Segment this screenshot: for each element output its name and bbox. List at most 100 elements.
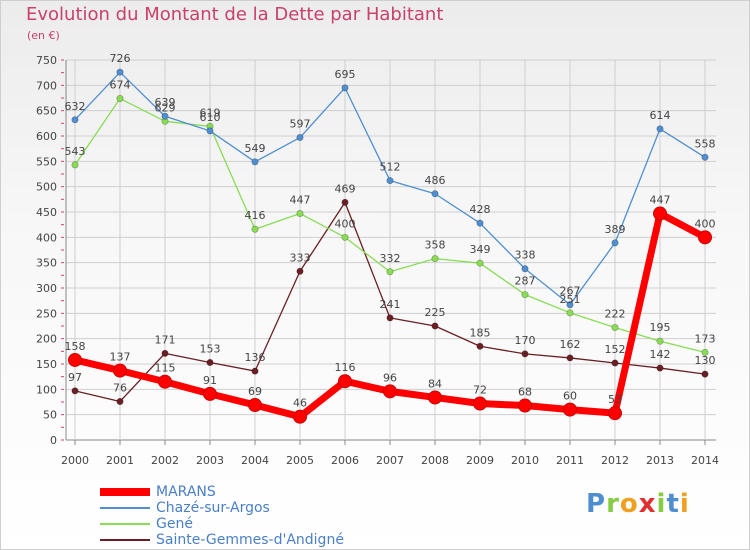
data-point — [428, 390, 442, 405]
data-point — [656, 125, 664, 133]
data-label: 76 — [113, 381, 127, 394]
data-point — [701, 370, 709, 378]
data-label: 632 — [65, 100, 86, 113]
data-point — [518, 398, 532, 413]
data-point — [431, 322, 439, 330]
data-point — [521, 291, 529, 299]
y-tick-label: 500 — [36, 181, 57, 194]
data-label: 629 — [155, 101, 176, 114]
legend-label-chaze: Chazé-sur-Argos — [156, 500, 270, 516]
x-tick-label: 2006 — [331, 454, 359, 467]
data-point — [116, 68, 124, 76]
data-point — [386, 314, 394, 322]
legend-swatch-gene — [100, 523, 150, 525]
data-label: 486 — [425, 174, 446, 187]
y-tick-label: 550 — [36, 155, 57, 168]
data-point — [71, 387, 79, 395]
data-point — [386, 177, 394, 185]
data-point — [161, 349, 169, 357]
x-tick-label: 2002 — [151, 454, 179, 467]
legend-swatch-marans — [100, 488, 150, 496]
data-label: 610 — [200, 111, 221, 124]
x-tick-label: 2007 — [376, 454, 404, 467]
data-point — [161, 112, 169, 120]
data-label: 69 — [248, 385, 262, 398]
proxiti-logo: Proxiti — [586, 489, 690, 519]
legend-swatch-chaze — [100, 507, 150, 509]
data-point — [71, 161, 79, 169]
data-label: 614 — [650, 109, 671, 122]
data-label: 726 — [110, 52, 131, 65]
data-point — [293, 409, 307, 424]
data-point — [338, 374, 352, 389]
data-label: 222 — [605, 308, 626, 321]
data-point — [476, 259, 484, 267]
data-point — [701, 153, 709, 161]
data-point — [476, 219, 484, 227]
data-label: 549 — [245, 142, 266, 155]
data-label: 225 — [425, 306, 446, 319]
data-label: 358 — [425, 239, 446, 252]
chart-unit: (en €) — [27, 29, 60, 42]
data-label: 695 — [335, 68, 356, 81]
data-point — [296, 267, 304, 275]
data-point — [383, 384, 397, 399]
legend-label-gene: Gené — [156, 516, 193, 532]
y-tick-label: 650 — [36, 105, 57, 118]
data-point — [473, 396, 487, 411]
chart-title: Evolution du Montant de la Dette par Hab… — [26, 4, 444, 25]
data-label: 72 — [473, 384, 487, 397]
data-label: 251 — [560, 293, 581, 306]
data-point — [608, 406, 622, 421]
data-point — [698, 230, 712, 245]
data-point — [113, 363, 127, 378]
data-point — [248, 398, 262, 413]
data-label: 142 — [650, 348, 671, 361]
data-point — [116, 95, 124, 103]
data-label: 137 — [110, 351, 131, 364]
data-point — [251, 367, 259, 375]
data-label: 185 — [470, 326, 491, 339]
logo-letter: o — [619, 489, 639, 519]
data-point — [68, 352, 82, 367]
data-point — [611, 324, 619, 332]
x-tick-label: 2003 — [196, 454, 224, 467]
y-tick-label: 0 — [50, 434, 57, 447]
data-label: 68 — [518, 386, 532, 399]
data-point — [656, 337, 664, 345]
data-point — [386, 268, 394, 276]
data-label: 97 — [68, 371, 82, 384]
x-tick-label: 2005 — [286, 454, 314, 467]
data-label: 116 — [335, 361, 356, 374]
data-label: 46 — [293, 397, 307, 410]
y-tick-label: 200 — [36, 333, 57, 346]
data-point — [431, 190, 439, 198]
data-label: 349 — [470, 243, 491, 256]
data-label: 639 — [155, 96, 176, 109]
data-label: 416 — [245, 209, 266, 222]
data-label: 136 — [245, 351, 266, 364]
data-point — [206, 358, 214, 366]
data-point — [563, 402, 577, 417]
y-tick-label: 700 — [36, 79, 57, 92]
x-tick-label: 2014 — [691, 454, 719, 467]
data-label: 447 — [290, 194, 311, 207]
data-label: 543 — [65, 145, 86, 158]
x-tick-label: 2012 — [601, 454, 629, 467]
legend-label-marans: MARANS — [156, 484, 216, 500]
data-label: 158 — [65, 340, 86, 353]
data-point — [566, 309, 574, 317]
data-point — [653, 206, 667, 221]
data-point — [203, 386, 217, 401]
data-label: 173 — [695, 332, 716, 345]
y-tick-label: 50 — [43, 409, 57, 422]
data-label: 115 — [155, 362, 176, 375]
data-point — [611, 359, 619, 367]
data-label: 332 — [380, 252, 401, 265]
data-label: 287 — [515, 275, 536, 288]
data-point — [341, 84, 349, 92]
data-label: 53 — [608, 393, 622, 406]
data-label: 60 — [563, 390, 577, 403]
data-label: 674 — [110, 79, 131, 92]
